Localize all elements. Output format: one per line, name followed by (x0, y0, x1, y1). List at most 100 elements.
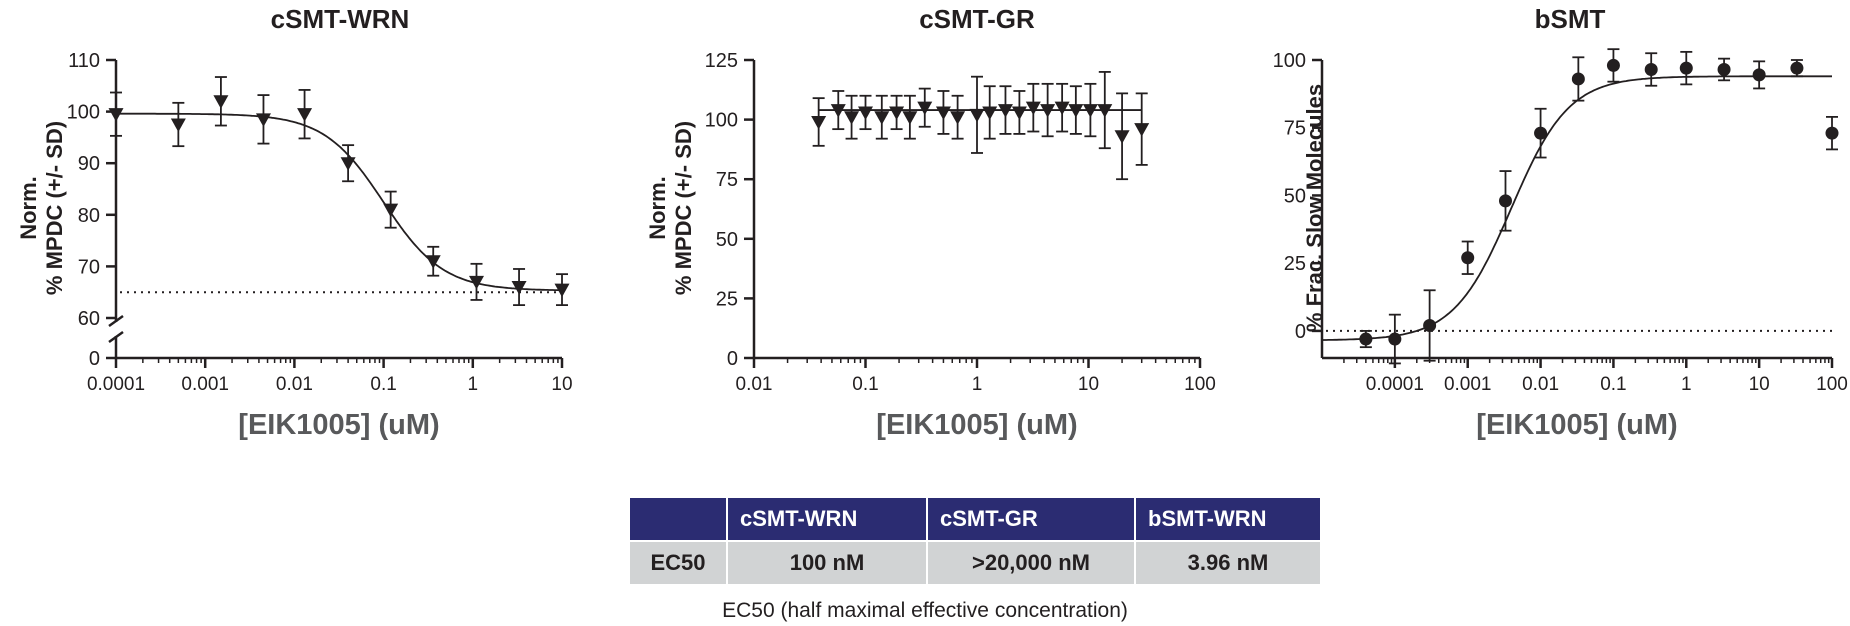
x-tick-label: 100 (1184, 374, 1216, 395)
data-point (1025, 101, 1041, 116)
x-tick-label: 0.1 (1600, 374, 1626, 395)
x-tick-label: 0.0001 (87, 374, 145, 395)
data-point (511, 281, 527, 295)
table-cell: 3.96 nM (1136, 542, 1320, 584)
data-point (1571, 72, 1585, 86)
data-point (1388, 332, 1402, 346)
data-point (340, 157, 356, 171)
x-tick-label: 0.1 (370, 374, 396, 395)
y-axis-label: Norm. (645, 176, 670, 240)
data-point (874, 111, 890, 125)
data-point (844, 111, 860, 125)
data-point (811, 115, 827, 130)
y-tick-label: 75 (716, 169, 738, 191)
y-tick-label: 25 (1284, 253, 1306, 275)
data-point (1717, 62, 1731, 76)
table-cell: 100 nM (728, 542, 926, 584)
chart-panel-csmt-gr: cSMT-GR Norm.% MPDC (+/- SD) [EIK1005] (uM… (645, 4, 1216, 441)
data-point (1068, 104, 1084, 118)
chart-panel-csmt-wrn: cSMT-WRN Norm.% MPDC (+/- SD) [EIK1005] (u… (16, 4, 573, 441)
y-tick-label: 0 (727, 348, 738, 370)
data-point (1040, 104, 1056, 118)
data-point (1534, 126, 1548, 140)
data-point (1359, 332, 1373, 346)
data-point (1054, 101, 1070, 116)
data-point (1606, 58, 1620, 72)
data-point (997, 104, 1013, 118)
y-tick-label: 25 (716, 288, 738, 310)
data-point (889, 106, 905, 120)
y-tick-label: 100 (1273, 50, 1306, 72)
y-tick-label: 75 (1284, 118, 1306, 140)
data-point (108, 108, 124, 122)
data-point (1134, 123, 1150, 137)
table-cell: EC50 (630, 542, 726, 584)
y-tick-label: 50 (1284, 185, 1306, 207)
data-point (213, 95, 229, 109)
data-point (917, 101, 933, 116)
data-point (255, 113, 271, 127)
x-tick-label: 0.01 (276, 374, 313, 395)
axis-break-mark (108, 314, 124, 328)
x-tick-label: 10 (1078, 374, 1099, 395)
ec50-table-row: EC50 100 nM >20,000 nM 3.96 nM (630, 542, 1320, 584)
x-axis-label: [EIK1005] (uM) (876, 409, 1077, 441)
data-point (935, 106, 951, 120)
y-tick-label: 80 (78, 205, 100, 227)
y-tick-label: 100 (67, 102, 100, 124)
x-tick-label: 10 (1749, 374, 1770, 395)
data-point (383, 203, 399, 218)
data-point (950, 111, 966, 125)
data-point (425, 255, 441, 269)
y-tick-label: 70 (78, 256, 100, 278)
ec50-table-header-row: cSMT-WRN cSMT-GR bSMT-WRN (630, 498, 1320, 540)
y-axis-label: % MPDC (+/- SD) (42, 121, 67, 295)
y-tick-label: 60 (78, 308, 100, 330)
axis-break-mark (108, 330, 124, 344)
x-tick-label: 0.1 (852, 374, 878, 395)
data-point (1461, 251, 1475, 265)
data-point (1790, 61, 1804, 75)
chart-title: cSMT-WRN (271, 4, 410, 34)
x-tick-label: 0.0001 (1366, 374, 1424, 395)
table-header-cell: cSMT-WRN (728, 498, 926, 540)
x-tick-label: 0.01 (1522, 374, 1559, 395)
data-point (969, 108, 985, 123)
fit-curve (1322, 75, 1832, 341)
y-tick-label: 0 (89, 348, 100, 370)
data-point (1082, 104, 1098, 118)
chart-title: bSMT (1535, 4, 1606, 34)
data-point (1011, 106, 1027, 120)
x-tick-label: 10 (551, 374, 572, 395)
x-tick-label: 0.01 (736, 374, 773, 395)
fit-curve (116, 112, 562, 292)
data-point (1114, 130, 1130, 144)
table-caption: EC50 (half maximal effective concentrati… (722, 599, 1128, 622)
data-point (902, 111, 918, 125)
data-point (858, 106, 873, 120)
x-axis-label: [EIK1005] (uM) (238, 409, 439, 441)
data-point (170, 118, 186, 132)
data-point (830, 104, 846, 118)
x-tick-label: 100 (1816, 374, 1848, 395)
data-point (1097, 104, 1113, 118)
table-header-cell: cSMT-GR (928, 498, 1134, 540)
ec50-table: cSMT-WRN cSMT-GR bSMT-WRN EC50 100 nM >2… (628, 496, 1322, 586)
data-point (1679, 61, 1693, 75)
table-header-cell (630, 498, 726, 540)
y-tick-label: 110 (68, 50, 100, 72)
data-point (982, 106, 998, 120)
data-point (297, 108, 313, 122)
x-tick-label: 1 (468, 374, 479, 395)
y-axis-label: Norm. (16, 176, 41, 240)
data-point (1644, 62, 1658, 76)
x-tick-label: 1 (972, 374, 983, 395)
y-tick-label: 100 (705, 110, 738, 132)
x-tick-label: 1 (1681, 374, 1692, 395)
x-tick-label: 0.001 (1444, 374, 1492, 395)
chart-panel-bsmt: bSMT% Frac. Slow Molecules[EIK1005] (uM)… (1273, 4, 1848, 441)
x-tick-label: 0.001 (181, 374, 229, 395)
y-axis-label: % MPDC (+/- SD) (671, 121, 696, 295)
table-cell: >20,000 nM (928, 542, 1134, 584)
